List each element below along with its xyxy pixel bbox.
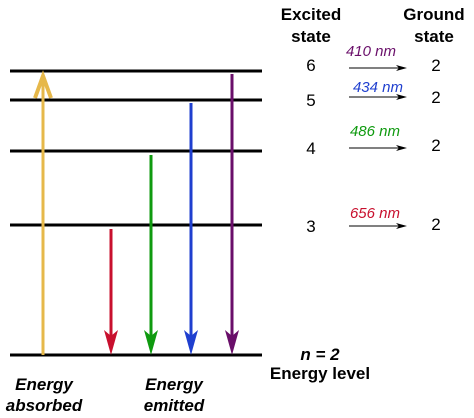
emitted-label-line1: Energy — [145, 375, 204, 394]
transition-arrow-5 — [349, 94, 407, 100]
ground-level-6: 2 — [431, 56, 440, 75]
wavelength-656: 656 nm — [350, 205, 400, 222]
excited-level-4: 4 — [306, 139, 315, 158]
excited-level-6: 6 — [306, 56, 315, 75]
transition-row-4: 4 486 nm 2 — [306, 123, 440, 158]
emission-arrow-410 — [225, 74, 239, 355]
absorbed-label-line1: Energy — [15, 375, 74, 394]
transition-row-3: 3 656 nm 2 — [306, 205, 440, 236]
transition-arrow-6 — [349, 65, 407, 71]
ground-level-5: 2 — [431, 88, 440, 107]
emission-arrow-486 — [144, 155, 158, 355]
transition-arrow-4 — [349, 145, 407, 151]
excited-header-line1: Excited — [281, 5, 341, 24]
absorbed-arrow — [33, 70, 53, 355]
transition-row-5: 5 434 nm 2 — [306, 79, 440, 110]
emission-arrow-656 — [104, 229, 118, 355]
absorbed-label-line2: absorbed — [6, 396, 83, 415]
ground-header-line1: Ground — [403, 5, 464, 24]
wavelength-486: 486 nm — [350, 123, 400, 140]
ground-level-3: 2 — [431, 215, 440, 234]
excited-level-3: 3 — [306, 217, 315, 236]
emission-arrow-434 — [184, 103, 198, 355]
emitted-label-line2: emitted — [144, 396, 205, 415]
wavelength-410: 410 nm — [346, 43, 396, 60]
wavelength-434: 434 nm — [353, 79, 403, 96]
transition-row-6: 6 410 nm 2 — [306, 43, 440, 75]
excited-header-line2: state — [291, 27, 331, 46]
ground-header-line2: state — [414, 27, 454, 46]
energy-level-label: Energy level — [270, 364, 370, 383]
ground-level-4: 2 — [431, 136, 440, 155]
transition-arrow-3 — [349, 223, 407, 229]
excited-level-5: 5 — [306, 91, 315, 110]
n-equals-2-label: n = 2 — [300, 345, 340, 364]
